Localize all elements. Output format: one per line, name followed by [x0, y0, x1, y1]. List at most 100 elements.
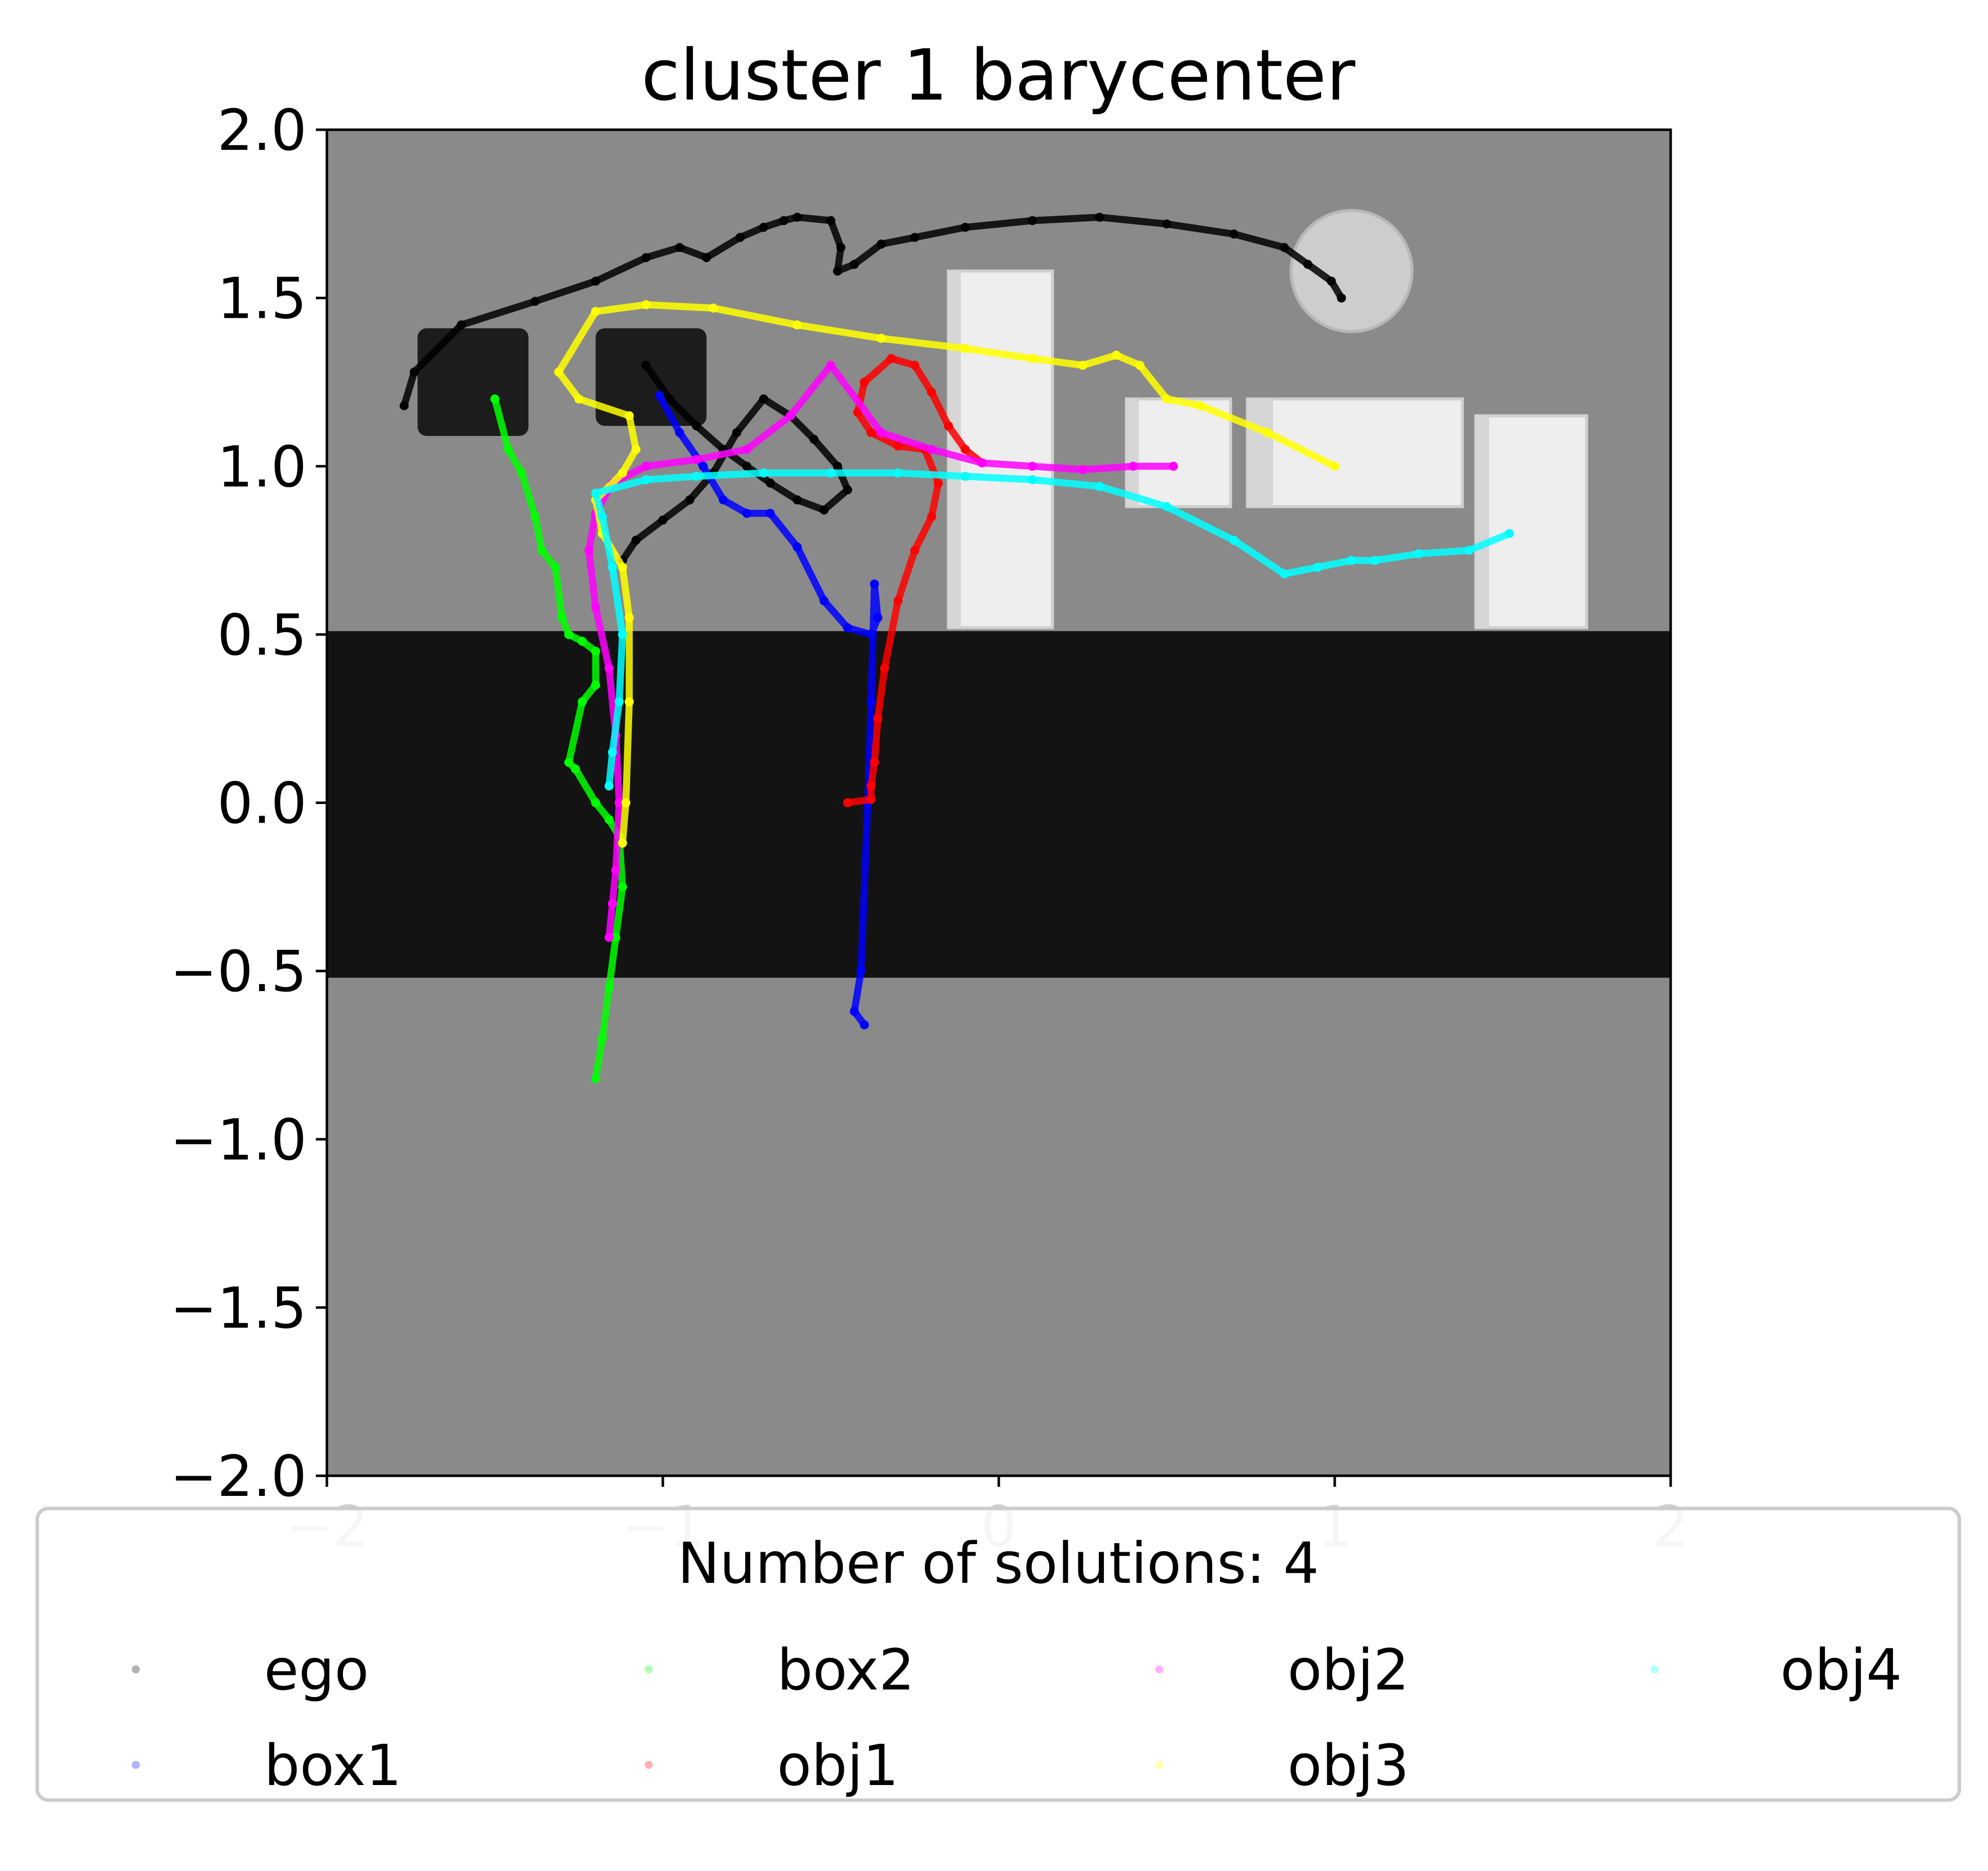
data-point-obj3 — [1162, 394, 1171, 404]
data-point-box1 — [873, 613, 883, 622]
data-point-obj1 — [873, 714, 883, 724]
data-point-ego — [702, 253, 711, 262]
data-point-obj3 — [709, 303, 718, 313]
data-point-obj1 — [880, 663, 889, 673]
data-point-obj4 — [591, 488, 600, 498]
data-point-box2 — [531, 512, 540, 521]
data-point-obj4 — [1370, 556, 1380, 565]
y-tick-label: 0.5 — [217, 603, 307, 668]
data-point-obj2 — [591, 603, 600, 612]
data-point-obj3 — [621, 798, 631, 808]
data-point-ego — [409, 367, 419, 377]
data-point-obj2 — [786, 411, 795, 420]
obstacle-shade — [1476, 415, 1490, 628]
data-point-box1 — [859, 1020, 869, 1030]
data-point-obj4 — [759, 468, 768, 478]
legend-marker-obj4 — [1651, 1665, 1659, 1673]
data-point-ego — [685, 495, 695, 505]
dark-band — [327, 631, 1671, 978]
data-point-obj2 — [615, 798, 624, 808]
legend-title: Number of solutions: 4 — [677, 1531, 1319, 1596]
data-point-box2 — [577, 697, 587, 706]
legend-marker-ego — [132, 1665, 140, 1673]
data-point-obj3 — [625, 613, 634, 622]
data-point-ego — [1027, 216, 1037, 225]
data-point-ego — [675, 243, 684, 252]
legend-label-obj2: obj2 — [1287, 1638, 1409, 1703]
data-point-obj4 — [1313, 563, 1323, 572]
data-point-ego — [1279, 243, 1289, 252]
data-point-obj2 — [977, 458, 987, 468]
data-point-ego — [641, 361, 651, 370]
data-point-obj3 — [618, 468, 627, 478]
data-point-obj1 — [961, 444, 970, 454]
data-point-box2 — [591, 798, 600, 808]
data-point-obj3 — [793, 320, 802, 330]
data-point-obj4 — [826, 468, 835, 478]
legend-label-box2: box2 — [777, 1638, 915, 1703]
data-point-obj1 — [887, 354, 896, 364]
data-point-ego — [793, 495, 802, 505]
data-point-obj1 — [843, 798, 852, 808]
data-point-obj1 — [943, 421, 953, 430]
data-point-box2 — [591, 647, 600, 656]
data-point-ego — [809, 434, 819, 444]
data-point-box2 — [517, 468, 527, 478]
y-tick-label: 2.0 — [217, 98, 307, 163]
light-obstacle — [1474, 414, 1589, 630]
data-point-ego — [665, 394, 674, 404]
data-point-obj3 — [625, 411, 634, 420]
data-point-ego — [735, 233, 745, 242]
obstacle-shade — [948, 271, 961, 628]
light-obstacle — [1246, 397, 1464, 508]
data-point-box1 — [819, 596, 829, 605]
data-point-obj4 — [961, 472, 970, 481]
data-point-box2 — [537, 546, 547, 555]
legend-marker-box2 — [645, 1665, 653, 1673]
data-point-box2 — [611, 933, 621, 942]
data-point-box1 — [793, 542, 802, 552]
data-point-obj4 — [1027, 475, 1037, 485]
trajectory-box2 — [491, 395, 626, 1083]
y-tick-label: 1.0 — [217, 434, 307, 500]
plot-area — [325, 128, 1672, 1477]
data-point-box2 — [577, 637, 587, 646]
data-point-ego — [641, 253, 651, 262]
data-point-ego — [819, 505, 829, 515]
dark-obstacle — [417, 328, 529, 436]
data-point-obj4 — [1229, 536, 1239, 545]
data-point-ego — [759, 223, 768, 232]
y-tick-label: −2.0 — [170, 1444, 307, 1509]
legend-label-obj1: obj1 — [777, 1733, 899, 1799]
data-point-obj2 — [1129, 462, 1138, 471]
data-point-obj2 — [1027, 462, 1037, 471]
data-point-obj4 — [641, 475, 651, 485]
data-point-box2 — [604, 815, 614, 824]
data-point-obj1 — [867, 794, 876, 804]
data-point-box2 — [564, 758, 573, 767]
legend-marker-obj1 — [645, 1761, 653, 1769]
data-point-box1 — [699, 462, 708, 471]
data-point-obj1 — [870, 758, 879, 767]
data-point-box2 — [551, 563, 560, 572]
data-point-obj4 — [893, 468, 903, 478]
data-point-obj3 — [618, 563, 627, 572]
data-point-obj3 — [1135, 361, 1145, 370]
legend-label-box1: box1 — [264, 1733, 402, 1799]
data-point-obj2 — [692, 455, 701, 464]
data-point-ego — [765, 478, 775, 488]
data-point-box1 — [655, 391, 664, 400]
data-point-box1 — [867, 697, 876, 706]
data-point-box2 — [557, 613, 567, 622]
data-point-obj3 — [1263, 428, 1272, 437]
data-point-obj3 — [574, 394, 583, 404]
data-point-obj3 — [591, 307, 600, 316]
data-point-box1 — [870, 579, 879, 589]
data-point-box1 — [843, 623, 852, 633]
data-point-box1 — [742, 508, 751, 518]
data-point-ego — [826, 216, 835, 225]
data-point-ego — [658, 515, 667, 525]
goal-circle — [1289, 209, 1414, 333]
trajectory-obj2 — [585, 362, 1177, 941]
data-point-ego — [1327, 277, 1336, 286]
